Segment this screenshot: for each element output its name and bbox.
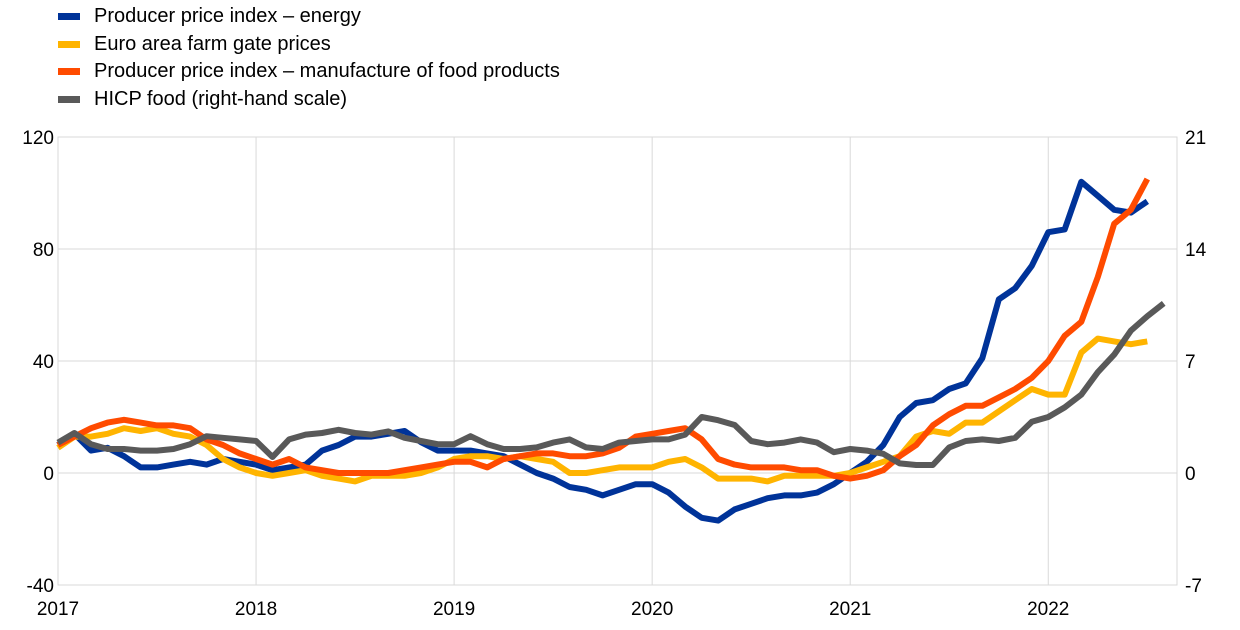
series-line-food-ppi (56, 177, 1150, 482)
left-y-tick-label: 0 (43, 464, 54, 485)
x-tick-label: 2022 (1027, 599, 1069, 620)
x-tick-label: 2019 (433, 599, 475, 620)
legend-label-farm-gate: Euro area farm gate prices (94, 32, 331, 55)
left-y-tick-label: 40 (33, 352, 54, 373)
legend-item-farm-gate: Euro area farm gate prices (58, 31, 560, 59)
legend-item-hicp-food: HICP food (right-hand scale) (58, 86, 560, 114)
series-line-farm-gate (56, 335, 1148, 485)
legend-label-food-ppi: Producer price index – manufacture of fo… (94, 60, 560, 83)
legend-swatch-energy-ppi (58, 13, 80, 21)
left-y-tick-label: 80 (33, 240, 54, 261)
right-y-tick-label: -7 (1185, 576, 1202, 597)
left-y-tick-label: -40 (27, 576, 54, 597)
legend-swatch-farm-gate (58, 40, 80, 48)
right-y-tick-label: 21 (1185, 128, 1206, 149)
legend-item-energy-ppi: Producer price index – energy (58, 3, 560, 31)
x-tick-label: 2020 (631, 599, 673, 620)
chart-legend: Producer price index – energy Euro area … (58, 3, 560, 113)
left-y-tick-label: 120 (22, 128, 54, 149)
series-line-hicp-food (56, 301, 1166, 468)
x-tick-label: 2017 (37, 599, 79, 620)
series-line-energy-ppi (56, 178, 1149, 524)
x-tick-label: 2018 (235, 599, 277, 620)
legend-label-energy-ppi: Producer price index – energy (94, 5, 361, 28)
right-y-tick-label: 0 (1185, 464, 1196, 485)
legend-swatch-hicp-food (58, 95, 80, 103)
legend-label-hicp-food: HICP food (right-hand scale) (94, 87, 348, 110)
x-tick-label: 2021 (829, 599, 871, 620)
right-y-tick-label: 14 (1185, 240, 1207, 261)
legend-item-food-ppi: Producer price index – manufacture of fo… (58, 58, 560, 86)
right-y-tick-label: 7 (1185, 352, 1196, 373)
legend-swatch-food-ppi (58, 68, 80, 76)
